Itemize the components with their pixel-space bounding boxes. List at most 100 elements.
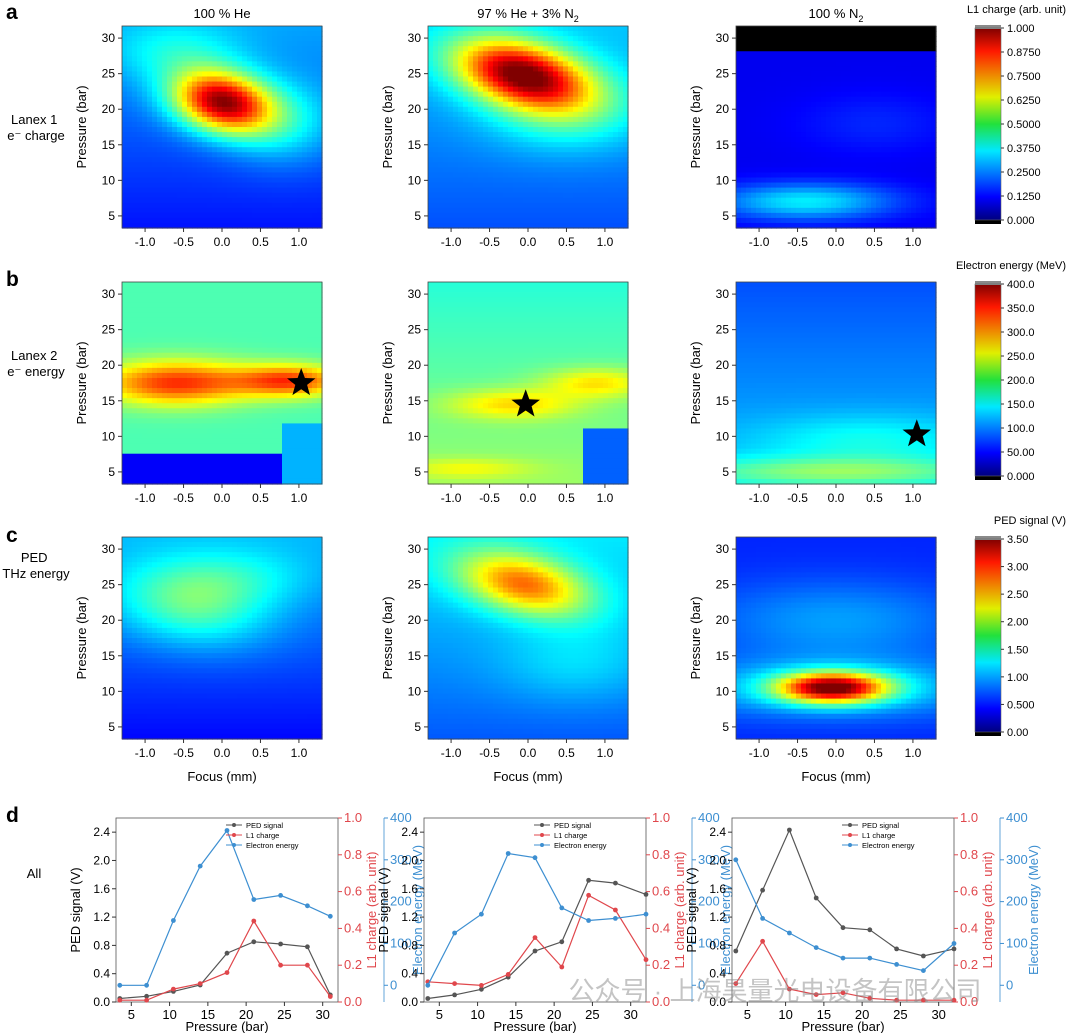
heatmap-cell xyxy=(921,106,927,113)
heatmap-cell xyxy=(781,177,787,184)
heatmap-cell xyxy=(127,142,133,148)
heatmap-cell xyxy=(262,217,268,224)
heatmap-cell xyxy=(438,31,444,37)
heatmap-cell xyxy=(623,111,629,118)
heatmap-cell xyxy=(503,81,509,88)
heatmap-cell xyxy=(851,147,857,153)
heatmap-cell xyxy=(876,46,882,52)
heatmap-cell xyxy=(896,142,902,148)
heatmap-cell xyxy=(453,167,459,174)
heatmap-cell xyxy=(488,121,494,128)
heatmap-cell xyxy=(122,66,128,73)
heatmap-cell xyxy=(292,202,298,209)
heatmap-cell xyxy=(821,91,827,98)
heatmap-cell xyxy=(498,192,504,199)
heatmap-cell xyxy=(127,393,133,399)
heatmap-cell xyxy=(247,106,253,113)
heatmap-cell xyxy=(142,46,148,52)
heatmap-cell xyxy=(776,36,782,42)
heatmap-cell xyxy=(811,212,817,219)
heatmap-cell xyxy=(593,106,599,113)
heatmap-cell xyxy=(623,137,629,143)
heatmap-cell xyxy=(786,106,792,113)
heatmap-cell xyxy=(252,172,258,179)
heatmap-cell xyxy=(623,101,629,108)
heatmap-cell xyxy=(603,157,609,163)
heatmap-cell xyxy=(503,182,509,189)
heatmap-cell xyxy=(177,217,183,224)
heatmap-cell xyxy=(302,86,308,93)
heatmap-cell xyxy=(751,56,757,62)
heatmap-cell xyxy=(761,41,767,47)
heatmap-cell xyxy=(192,96,198,103)
heatmap-cell xyxy=(801,212,807,219)
heatmap-cell xyxy=(302,137,308,143)
heatmap-cell xyxy=(846,116,852,123)
heatmap-cell xyxy=(756,162,762,168)
heatmap-cell xyxy=(786,152,792,158)
heatmap-cell xyxy=(428,207,434,214)
heatmap-cell xyxy=(861,147,867,153)
heatmap-cell xyxy=(603,142,609,148)
heatmap-cell xyxy=(237,137,243,143)
heatmap-cell xyxy=(162,127,168,133)
heatmap-cell xyxy=(237,177,243,184)
heatmap-cell xyxy=(252,51,258,57)
heatmap-cell xyxy=(871,167,877,174)
heatmap-cell xyxy=(916,162,922,168)
heatmap-cell xyxy=(287,132,293,138)
heatmap-cell xyxy=(603,207,609,214)
heatmap-cell xyxy=(478,106,484,113)
heatmap-cell xyxy=(741,217,747,224)
heatmap-cell xyxy=(202,202,208,209)
heatmap-cell xyxy=(137,111,143,118)
heatmap-cell xyxy=(202,101,208,108)
heatmap-cell xyxy=(598,182,604,189)
heatmap-cell xyxy=(896,31,902,37)
heatmap-cell xyxy=(428,127,434,133)
heatmap-cell xyxy=(227,202,233,209)
heatmap-cell xyxy=(926,197,932,204)
heatmap-cell xyxy=(816,172,822,179)
heatmap-cell xyxy=(127,222,133,229)
heatmap-cell xyxy=(162,182,168,189)
heatmap-cell xyxy=(217,81,223,88)
heatmap-cell xyxy=(751,76,757,83)
heatmap-cell xyxy=(543,41,549,47)
heatmap-cell xyxy=(926,202,932,209)
heatmap-cell xyxy=(826,81,832,88)
heatmap-cell xyxy=(608,217,614,224)
heatmap-cell xyxy=(132,91,138,98)
heatmap-cell xyxy=(227,66,233,73)
heatmap-cell xyxy=(157,167,163,174)
heatmap-cell xyxy=(816,222,822,229)
heatmap-cell xyxy=(886,127,892,133)
heatmap-cell xyxy=(232,187,238,194)
heatmap-cell xyxy=(821,26,827,32)
heatmap-cell xyxy=(262,116,268,123)
heatmap-cell xyxy=(736,177,742,184)
heatmap-cell xyxy=(307,121,313,128)
heatmap-cell xyxy=(122,96,128,103)
heatmap-cell xyxy=(548,207,554,214)
heatmap-cell xyxy=(741,197,747,204)
heatmap-cell xyxy=(623,217,629,224)
heatmap-cell xyxy=(896,46,902,52)
heatmap-cell xyxy=(916,187,922,194)
heatmap-cell xyxy=(871,76,877,83)
heatmap-cell xyxy=(137,217,143,224)
heatmap-cell xyxy=(523,127,529,133)
heatmap-cell xyxy=(252,116,258,123)
heatmap-cell xyxy=(613,76,619,83)
heatmap-cell xyxy=(252,121,258,128)
heatmap-cell xyxy=(147,182,153,189)
heatmap-cell xyxy=(147,167,153,174)
heatmap-cell xyxy=(132,76,138,83)
heatmap-cell xyxy=(152,61,158,67)
heatmap-cell xyxy=(861,207,867,214)
heatmap-cell xyxy=(578,222,584,229)
heatmap-cell xyxy=(247,182,253,189)
heatmap-cell xyxy=(197,91,203,98)
heatmap-cell xyxy=(257,132,263,138)
heatmap-cell xyxy=(222,217,228,224)
